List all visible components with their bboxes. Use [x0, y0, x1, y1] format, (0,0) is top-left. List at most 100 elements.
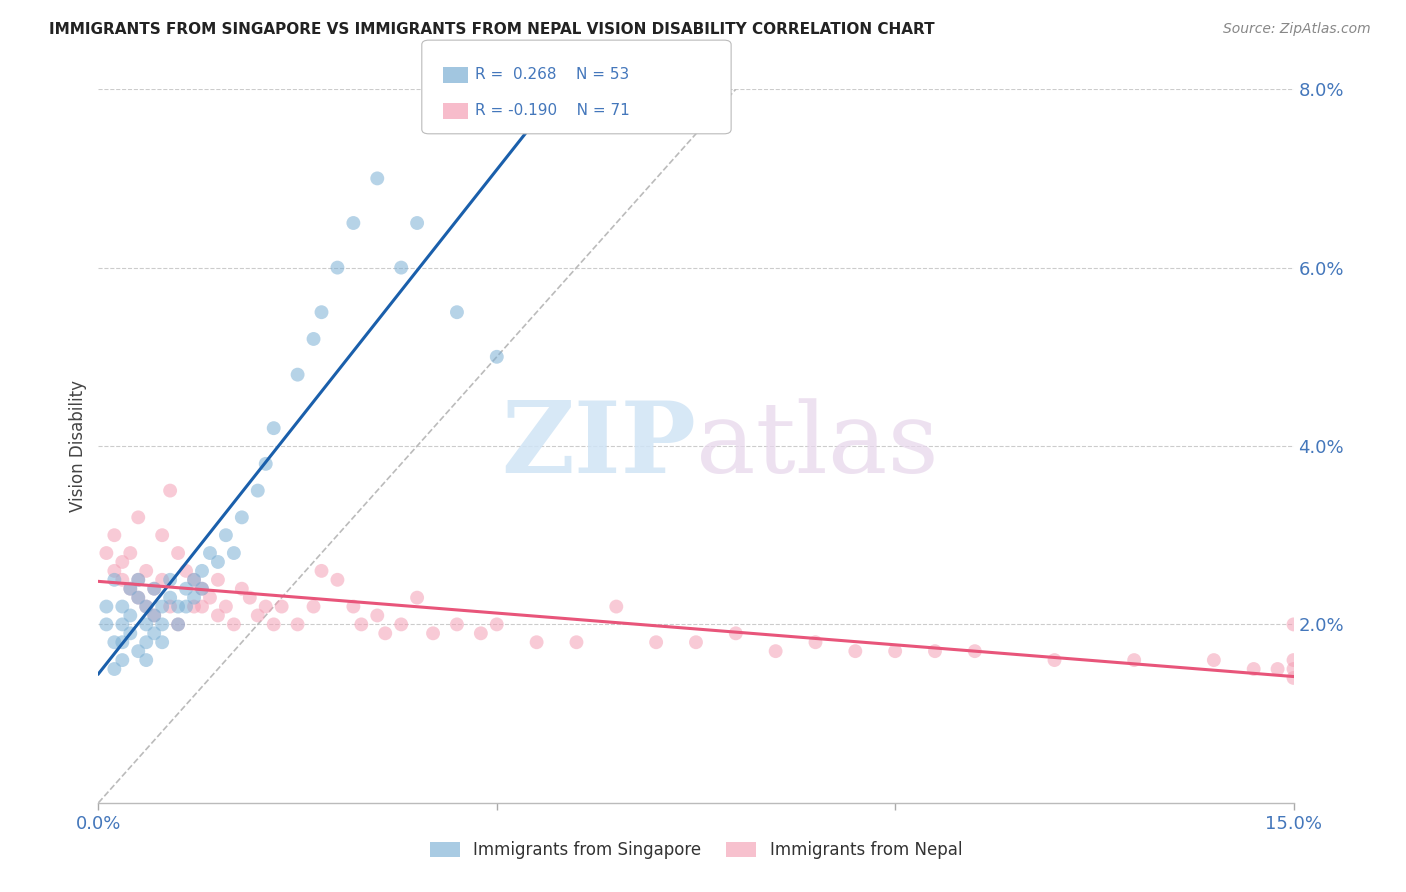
- Point: [96, 599, 118, 614]
- Point: [924, 644, 946, 658]
- Point: [326, 573, 349, 587]
- Point: [302, 599, 325, 614]
- Point: [1282, 617, 1305, 632]
- Point: [143, 626, 166, 640]
- Text: R = -0.190    N = 71: R = -0.190 N = 71: [475, 103, 630, 118]
- Legend: Immigrants from Singapore, Immigrants from Nepal: Immigrants from Singapore, Immigrants fr…: [423, 835, 969, 866]
- Point: [159, 599, 181, 614]
- Point: [350, 617, 373, 632]
- Point: [127, 573, 149, 587]
- Point: [311, 305, 333, 319]
- Text: atlas: atlas: [696, 398, 939, 494]
- Point: [526, 635, 548, 649]
- Point: [143, 582, 166, 596]
- Point: [366, 608, 388, 623]
- Point: [254, 457, 277, 471]
- Point: [287, 617, 309, 632]
- Point: [1282, 653, 1305, 667]
- Point: [724, 626, 747, 640]
- Point: [198, 591, 221, 605]
- Text: R =  0.268    N = 53: R = 0.268 N = 53: [475, 68, 630, 82]
- Point: [150, 635, 173, 649]
- Point: [804, 635, 827, 649]
- Point: [127, 591, 149, 605]
- Point: [120, 582, 142, 596]
- Point: [270, 599, 292, 614]
- Point: [302, 332, 325, 346]
- Point: [1043, 653, 1066, 667]
- Point: [183, 573, 205, 587]
- Point: [215, 528, 238, 542]
- Point: [135, 617, 157, 632]
- Point: [326, 260, 349, 275]
- Point: [183, 573, 205, 587]
- Point: [422, 626, 444, 640]
- Point: [342, 599, 364, 614]
- Point: [135, 599, 157, 614]
- Point: [127, 591, 149, 605]
- Point: [135, 599, 157, 614]
- Point: [366, 171, 388, 186]
- Point: [222, 617, 245, 632]
- Point: [111, 573, 134, 587]
- Point: [103, 662, 125, 676]
- Point: [150, 573, 173, 587]
- Text: Source: ZipAtlas.com: Source: ZipAtlas.com: [1223, 22, 1371, 37]
- Point: [470, 626, 492, 640]
- Point: [1202, 653, 1225, 667]
- Point: [191, 582, 214, 596]
- Point: [1123, 653, 1146, 667]
- Point: [246, 483, 269, 498]
- Point: [159, 483, 181, 498]
- Point: [127, 510, 149, 524]
- Point: [963, 644, 986, 658]
- Point: [884, 644, 907, 658]
- Point: [150, 528, 173, 542]
- Point: [111, 599, 134, 614]
- Point: [183, 591, 205, 605]
- Point: [246, 608, 269, 623]
- Point: [167, 617, 190, 632]
- Point: [844, 644, 866, 658]
- Point: [150, 599, 173, 614]
- Point: [1282, 662, 1305, 676]
- Point: [215, 599, 238, 614]
- Point: [446, 617, 468, 632]
- Point: [96, 617, 118, 632]
- Point: [96, 546, 118, 560]
- Y-axis label: Vision Disability: Vision Disability: [69, 380, 87, 512]
- Point: [167, 546, 190, 560]
- Point: [389, 260, 412, 275]
- Point: [183, 599, 205, 614]
- Point: [111, 555, 134, 569]
- Point: [103, 528, 125, 542]
- Point: [135, 564, 157, 578]
- Point: [135, 653, 157, 667]
- Point: [565, 635, 588, 649]
- Point: [605, 599, 627, 614]
- Point: [765, 644, 787, 658]
- Text: IMMIGRANTS FROM SINGAPORE VS IMMIGRANTS FROM NEPAL VISION DISABILITY CORRELATION: IMMIGRANTS FROM SINGAPORE VS IMMIGRANTS …: [49, 22, 935, 37]
- Point: [207, 608, 229, 623]
- Point: [143, 582, 166, 596]
- Point: [207, 573, 229, 587]
- Point: [485, 617, 508, 632]
- Point: [239, 591, 262, 605]
- Point: [406, 216, 429, 230]
- Point: [127, 644, 149, 658]
- Point: [159, 591, 181, 605]
- Point: [287, 368, 309, 382]
- Text: ZIP: ZIP: [501, 398, 696, 494]
- Point: [191, 599, 214, 614]
- Point: [485, 350, 508, 364]
- Point: [263, 617, 285, 632]
- Point: [389, 617, 412, 632]
- Point: [1282, 671, 1305, 685]
- Point: [311, 564, 333, 578]
- Point: [1267, 662, 1289, 676]
- Point: [120, 546, 142, 560]
- Point: [222, 546, 245, 560]
- Point: [207, 555, 229, 569]
- Point: [167, 599, 190, 614]
- Point: [174, 582, 197, 596]
